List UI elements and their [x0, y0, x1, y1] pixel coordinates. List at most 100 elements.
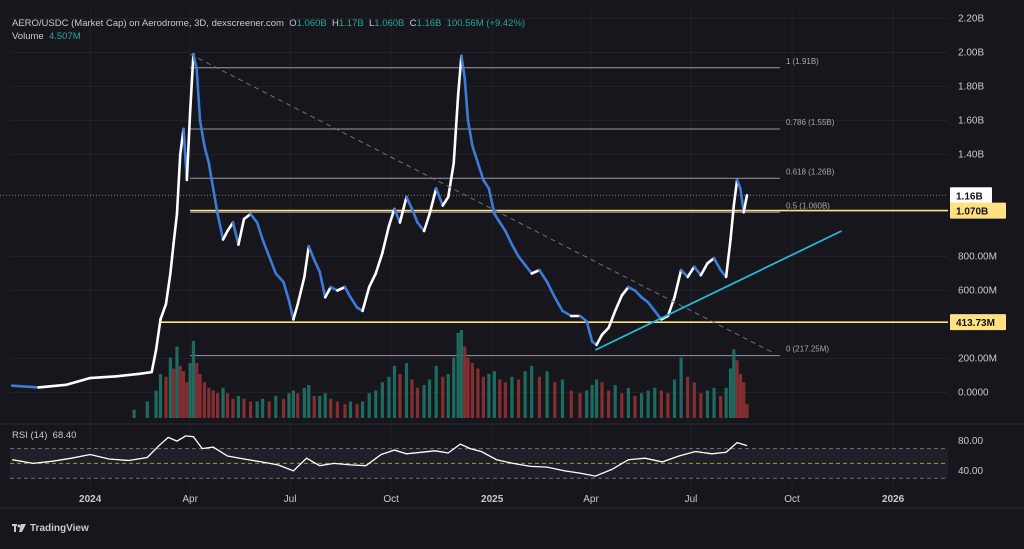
price-segment [349, 295, 359, 309]
volume-bar [360, 401, 365, 418]
volume-bar [452, 357, 456, 418]
price-segment [498, 221, 507, 233]
volume-bar [732, 349, 736, 418]
volume-bar [679, 357, 683, 418]
price-segment [530, 268, 541, 275]
price-segment [476, 161, 485, 182]
volume-bar [745, 404, 749, 418]
volume-legend: Volume 4.507M [12, 31, 81, 42]
volume-bar [422, 385, 426, 418]
rsi-line [12, 435, 748, 477]
price-segment [175, 153, 182, 216]
time-tick-label: 2024 [79, 494, 102, 505]
volume-bar [231, 398, 235, 418]
volume-bar [154, 390, 158, 418]
price-segment [138, 370, 153, 376]
volume-bar [132, 409, 136, 418]
volume-bar [387, 376, 391, 418]
price-segment [207, 161, 215, 190]
price-segment [296, 275, 306, 306]
volume-bar [261, 398, 265, 418]
price-tick-label: 200.00M [958, 354, 997, 365]
price-segment [159, 302, 168, 321]
volume-bar [398, 374, 402, 418]
price-tick-label: 2.00B [958, 48, 984, 59]
volume-bar [646, 390, 650, 418]
time-tick-label: Oct [383, 494, 399, 505]
volume-bar [255, 401, 259, 418]
price-segment [732, 178, 739, 207]
price-axis: 2.20B 2.00B 1.80B 1.60B 1.40B 800.00M 600.00M 2… [950, 14, 1006, 477]
volume-bar [626, 387, 630, 418]
price-segment [336, 285, 347, 292]
volume-bar [178, 365, 182, 418]
volume-bar [470, 363, 475, 418]
tradingview-logo[interactable]: TradingView [12, 523, 89, 534]
volume-bar [537, 376, 542, 418]
volume-bar [427, 379, 432, 418]
price-segment [37, 383, 68, 389]
price-segment [192, 52, 199, 71]
price-segment [64, 376, 92, 387]
high-label: H [331, 18, 339, 29]
price-segment [318, 270, 327, 299]
price-badge-label: 1.070B [956, 207, 988, 218]
price-segment [172, 212, 179, 245]
price-segment [292, 302, 300, 321]
volume-bar [410, 379, 414, 418]
price-tick-label: 1.40B [958, 150, 984, 161]
price-segment [398, 195, 408, 224]
volume-bar [296, 393, 300, 418]
price-segment [471, 144, 480, 165]
time-tick-label: Apr [583, 494, 599, 505]
volume-bar [302, 387, 306, 418]
volume-bar [481, 376, 485, 418]
volume-bar [459, 330, 464, 418]
price-segment [374, 251, 384, 275]
volume-bars [132, 330, 749, 418]
rsi-label[interactable]: RSI (14) [12, 430, 48, 441]
price-segment [410, 207, 419, 224]
volume-bar [215, 393, 220, 418]
price-segment [303, 245, 311, 279]
price-segment [361, 285, 371, 313]
price-segment [195, 68, 202, 122]
volume-bar [188, 363, 192, 418]
volume-bar [323, 393, 327, 418]
price-segment [428, 187, 438, 216]
volume-bar [476, 368, 480, 418]
price-segment [724, 238, 732, 279]
volume-bar [225, 393, 230, 418]
volume-bar [600, 382, 604, 418]
dashed-trend-line[interactable] [189, 53, 775, 354]
volume-bar [281, 398, 286, 418]
time-axis: 2024 Apr Jul Oct 2025 Apr Jul Oct 2026 [79, 494, 905, 505]
volume-label[interactable]: Volume [12, 31, 44, 42]
high-value: 1.17B [338, 18, 364, 29]
volume-bar [503, 382, 507, 418]
volume-bar [446, 374, 450, 418]
volume-bar [374, 390, 378, 418]
volume-value: 4.507M [48, 31, 81, 42]
fib-level-label: 0 (217.25M) [786, 345, 829, 354]
volume-bar [728, 368, 733, 418]
volume-bar [594, 379, 599, 418]
price-segment [620, 285, 630, 297]
ascending-trend-line[interactable] [595, 230, 842, 351]
price-badge [950, 314, 1006, 331]
time-tick-label: Oct [784, 494, 800, 505]
price-segment [211, 187, 219, 216]
price-segment [169, 241, 175, 275]
brand-name: TradingView [30, 523, 89, 534]
price-segment [231, 221, 240, 246]
price-segment [600, 326, 610, 337]
volume-bar [211, 390, 215, 418]
symbol-title[interactable]: AERO/USDC (Market Cap) on Aerodrome, 3D,… [12, 18, 284, 29]
volume-bar [198, 374, 202, 418]
fib-retracement: 1 (1.91B) 0.786 (1.55B) 0.618 (1.26B) 0.5 (… [190, 57, 835, 357]
price-segment [578, 314, 588, 323]
price-segment [10, 384, 40, 389]
price-segment [307, 245, 316, 262]
